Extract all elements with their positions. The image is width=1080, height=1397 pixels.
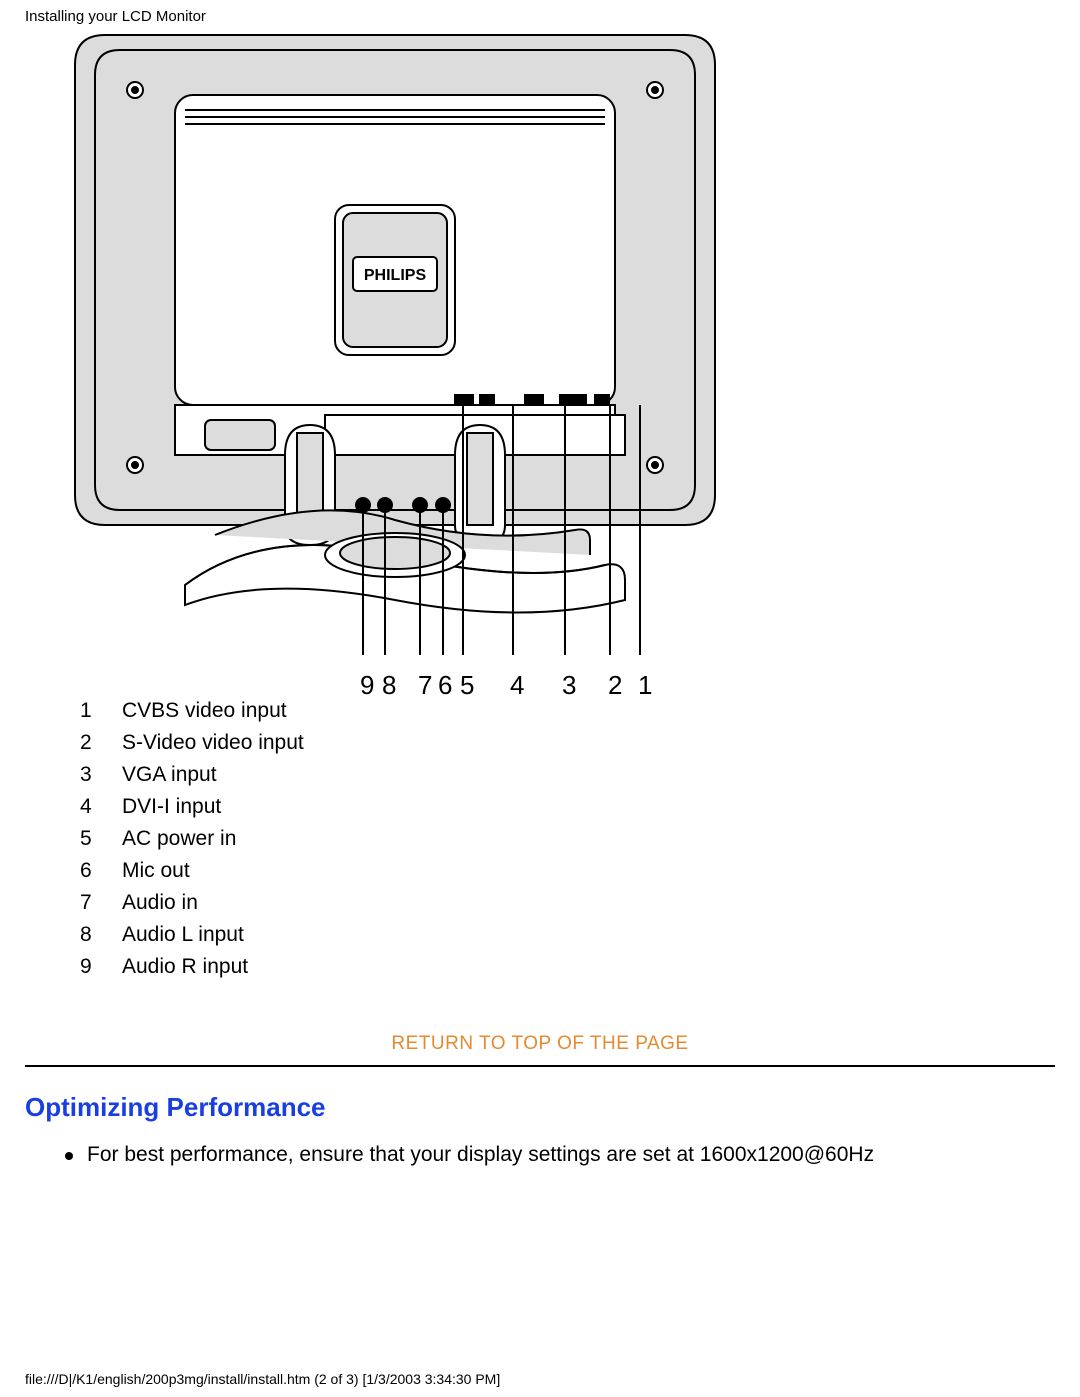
table-row: 5AC power in (80, 823, 316, 855)
legend-num: 5 (80, 823, 122, 855)
legend-num: 3 (80, 759, 122, 791)
legend-num: 2 (80, 727, 122, 759)
legend-text: VGA input (122, 759, 316, 791)
divider (25, 1065, 1055, 1067)
legend-num: 4 (80, 791, 122, 823)
callout-2: 2 (608, 670, 622, 701)
monitor-rear-diagram: PHILIPS (65, 25, 765, 665)
legend-num: 1 (80, 695, 122, 727)
page-header: Installing your LCD Monitor (25, 0, 1055, 25)
legend-num: 9 (80, 951, 122, 983)
table-row: 9Audio R input (80, 951, 316, 983)
legend-text: S-Video video input (122, 727, 316, 759)
callout-8: 8 (382, 670, 396, 701)
table-row: 7Audio in (80, 887, 316, 919)
legend-text: Audio in (122, 887, 316, 919)
table-row: 6Mic out (80, 855, 316, 887)
table-row: 8Audio L input (80, 919, 316, 951)
callout-4: 4 (510, 670, 524, 701)
callout-6: 6 (438, 670, 452, 701)
legend-num: 7 (80, 887, 122, 919)
legend-text: Audio L input (122, 919, 316, 951)
legend-num: 8 (80, 919, 122, 951)
callout-7: 7 (418, 670, 432, 701)
section-heading: Optimizing Performance (25, 1092, 1055, 1123)
callout-3: 3 (562, 670, 576, 701)
bullet-item: For best performance, ensure that your d… (65, 1143, 1055, 1167)
bullet-icon (65, 1152, 73, 1160)
table-row: 3VGA input (80, 759, 316, 791)
table-row: 1CVBS video input (80, 695, 316, 727)
callout-5: 5 (460, 670, 474, 701)
callout-9: 9 (360, 670, 374, 701)
legend-text: Audio R input (122, 951, 316, 983)
return-to-top-link[interactable]: RETURN TO TOP OF THE PAGE (391, 1033, 688, 1054)
legend-text: Mic out (122, 855, 316, 887)
bullet-text: For best performance, ensure that your d… (87, 1143, 874, 1167)
callout-1: 1 (638, 670, 652, 701)
legend-num: 6 (80, 855, 122, 887)
legend-text: AC power in (122, 823, 316, 855)
footer-path: file:///D|/K1/english/200p3mg/install/in… (25, 1371, 500, 1387)
table-row: 2S-Video video input (80, 727, 316, 759)
table-row: 4DVI-I input (80, 791, 316, 823)
legend-table: 1CVBS video input 2S-Video video input 3… (80, 695, 316, 983)
legend-text: DVI-I input (122, 791, 316, 823)
brand-label: PHILIPS (364, 267, 427, 284)
legend-text: CVBS video input (122, 695, 316, 727)
